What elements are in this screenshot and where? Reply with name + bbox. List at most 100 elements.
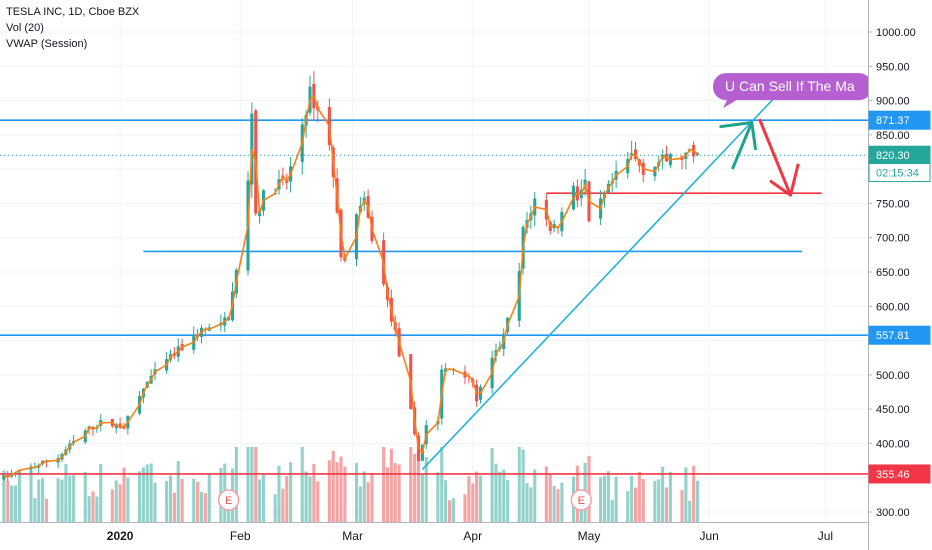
volume-bar <box>10 485 14 522</box>
candles <box>2 71 700 482</box>
volume-indicator-label[interactable]: Vol (20) <box>6 22 44 34</box>
volume-bar <box>304 471 308 522</box>
volume-bar <box>335 462 339 522</box>
volume-bar <box>370 473 374 522</box>
symbol-title[interactable]: TESLA INC, 1D, Cboe BZX <box>6 6 140 18</box>
volume-bar <box>180 479 184 522</box>
volume-bar <box>56 478 60 522</box>
x-tick-label: Jun <box>699 529 718 543</box>
volume-bar <box>602 475 607 522</box>
volume-bar <box>316 481 320 522</box>
volume-bar <box>661 466 665 522</box>
volume-bar <box>83 471 87 522</box>
volume-bar <box>630 475 634 522</box>
volume-bar <box>141 467 145 522</box>
volume-bar <box>300 447 304 522</box>
volume-bar <box>366 482 370 522</box>
x-tick-label: Mar <box>342 529 363 543</box>
volume-bar <box>626 491 630 522</box>
volume-bar <box>552 485 556 522</box>
volume-bar <box>192 478 196 522</box>
volume-bar <box>72 475 76 522</box>
price-label: 355.46 <box>868 464 931 484</box>
volume-bar <box>653 480 657 522</box>
candle-body <box>695 152 700 155</box>
volume-bar <box>99 464 103 522</box>
volume-bar <box>498 471 502 522</box>
earnings-event-marker[interactable]: E <box>217 489 240 511</box>
volume-bar <box>502 469 506 522</box>
x-tick-label: 2020 <box>107 529 134 543</box>
volume-bar <box>664 487 669 522</box>
volume-bar <box>444 480 448 522</box>
arrow-up-drawing[interactable] <box>719 121 758 170</box>
price-label-box <box>868 110 931 130</box>
volume-bar <box>463 494 467 522</box>
volume-bar <box>68 475 72 522</box>
volume-bar <box>529 487 533 522</box>
volume-bar <box>41 478 45 522</box>
volume-bar <box>172 493 176 522</box>
volume-bar <box>610 499 614 522</box>
volume-bar <box>289 462 293 522</box>
volume-bar <box>478 475 483 522</box>
price-label-box <box>868 325 931 345</box>
volume-bar <box>680 490 684 522</box>
annotation-callout[interactable]: U Can Sell If The Ma <box>713 73 872 109</box>
volume-bar <box>165 480 169 522</box>
event-circle <box>217 489 240 511</box>
volume-bar <box>393 463 397 522</box>
volume-bar <box>517 447 521 522</box>
volume-bar <box>207 473 211 522</box>
volume-bar <box>250 447 254 522</box>
volume-bar <box>420 473 424 522</box>
volume-bar <box>548 473 552 522</box>
volume-bar <box>153 482 157 522</box>
volume-bar <box>285 476 289 522</box>
price-label: 820.30 <box>868 145 931 165</box>
volume-bar <box>246 447 250 522</box>
price-label: 02:15:34 <box>868 163 931 183</box>
price-label: 557.81 <box>868 325 931 345</box>
y-tick-label: 700.00 <box>876 233 910 245</box>
volume-bar <box>6 480 10 522</box>
volume-bar <box>362 471 366 522</box>
price-label-box <box>868 464 931 484</box>
volume-bar <box>490 448 494 522</box>
event-circle <box>570 489 592 511</box>
volume-bar <box>126 477 130 522</box>
earnings-event-marker[interactable]: E <box>570 489 592 511</box>
volume-bar <box>254 447 258 522</box>
volume-bar <box>331 450 335 522</box>
volume-bar <box>471 483 475 522</box>
volume-bar <box>110 489 114 522</box>
volume-bar <box>95 496 99 522</box>
annotation-text: U Can Sell If The Ma <box>725 78 855 94</box>
trendline[interactable] <box>421 96 776 471</box>
volume-bar <box>506 480 510 522</box>
volume-bar <box>339 456 343 522</box>
price-label-text: 557.81 <box>876 330 910 342</box>
arrow-down-drawing[interactable] <box>758 118 800 197</box>
volume-bar <box>44 498 49 522</box>
y-tick-label: 900.00 <box>876 96 910 108</box>
y-tick-label: 450.00 <box>876 404 910 416</box>
chart-legend: TESLA INC, 1D, Cboe BZX Vol (20) VWAP (S… <box>6 4 139 52</box>
y-tick-label: 500.00 <box>876 370 910 382</box>
price-label: 871.37 <box>868 110 931 130</box>
candle-body <box>2 475 6 480</box>
volume-bar <box>358 486 362 522</box>
y-axis-bg <box>869 0 932 550</box>
price-label-box <box>868 163 931 183</box>
vwap-indicator-label[interactable]: VWAP (Session) <box>6 38 88 50</box>
x-tick-label: Apr <box>463 529 482 543</box>
y-tick-label: 850.00 <box>876 130 910 142</box>
volume-bar <box>416 448 421 522</box>
volume-bar <box>413 453 417 522</box>
y-tick-label: 600.00 <box>876 301 910 313</box>
volume-bar <box>641 479 645 522</box>
volume-bar <box>261 474 266 522</box>
volume-bar <box>118 484 122 522</box>
y-tick-label: 750.00 <box>876 198 910 210</box>
